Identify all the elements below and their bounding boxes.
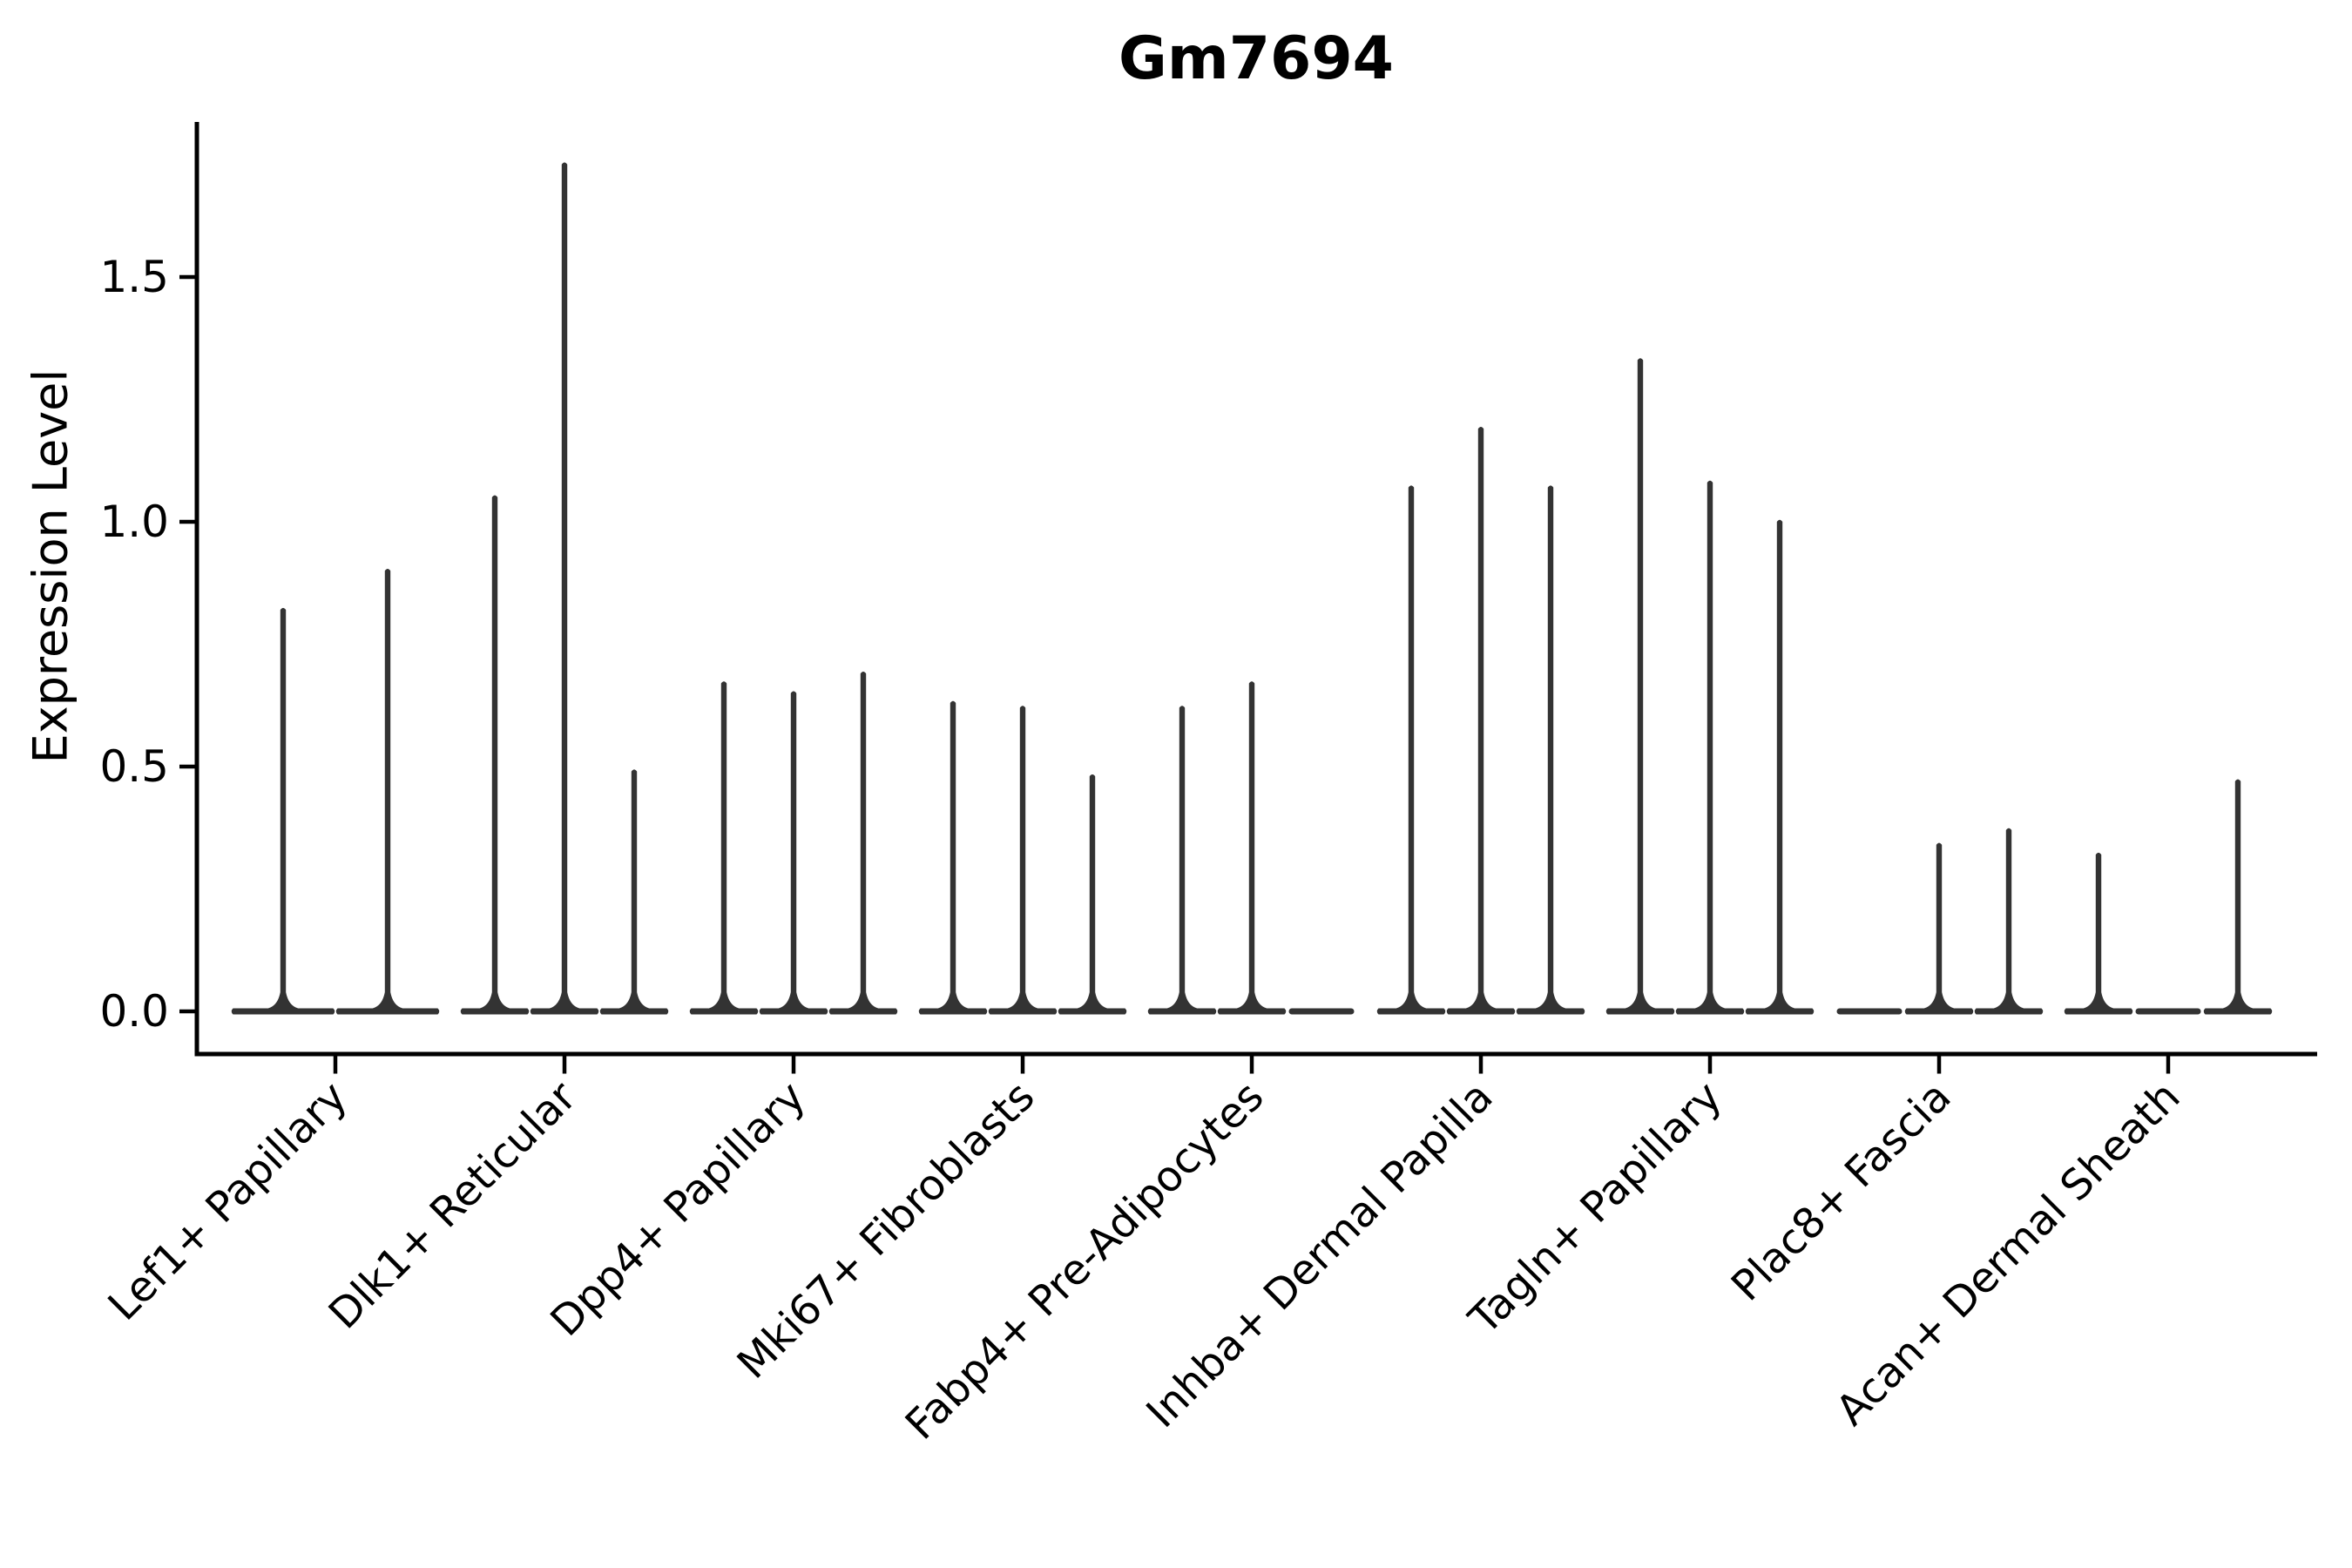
violin	[1446, 426, 1516, 1015]
violin	[1675, 480, 1745, 1015]
violin	[335, 568, 440, 1015]
violin	[1147, 706, 1217, 1015]
y-tick-label: 0.5	[99, 741, 169, 792]
violin-flat	[1836, 1008, 1903, 1015]
violin	[1516, 485, 1585, 1015]
x-tick-label: Dlk1+ Reticular	[320, 1072, 586, 1339]
chart-title: Gm7694	[1119, 24, 1394, 93]
violin	[1217, 681, 1287, 1015]
y-tick-label: 0.0	[99, 986, 169, 1037]
violin	[828, 671, 898, 1015]
violin	[759, 691, 828, 1015]
violin	[2203, 779, 2273, 1015]
violin-flat	[2135, 1008, 2201, 1015]
violin	[231, 607, 335, 1015]
violin	[530, 162, 599, 1015]
violin	[2064, 852, 2133, 1015]
x-tick-label: Dpp4+ Papillary	[541, 1072, 814, 1346]
x-tick-label: Tagln+ Papillary	[1459, 1072, 1731, 1344]
violin	[460, 495, 530, 1015]
violin	[988, 706, 1058, 1015]
x-tick-label: Plac8+ Fascia	[1722, 1072, 1961, 1311]
violin	[1376, 485, 1446, 1015]
violin	[1904, 842, 1974, 1015]
violin	[1745, 519, 1815, 1015]
y-tick-label: 1.0	[99, 497, 169, 547]
x-tick-label: Lef1+ Papillary	[99, 1072, 357, 1330]
violin-flat	[1288, 1008, 1355, 1015]
violin	[599, 769, 669, 1015]
violin	[918, 700, 988, 1015]
y-tick-label: 1.5	[99, 252, 169, 302]
violin	[689, 681, 759, 1015]
violin	[1974, 828, 2044, 1015]
violin	[1605, 358, 1675, 1015]
violin	[1058, 774, 1127, 1015]
